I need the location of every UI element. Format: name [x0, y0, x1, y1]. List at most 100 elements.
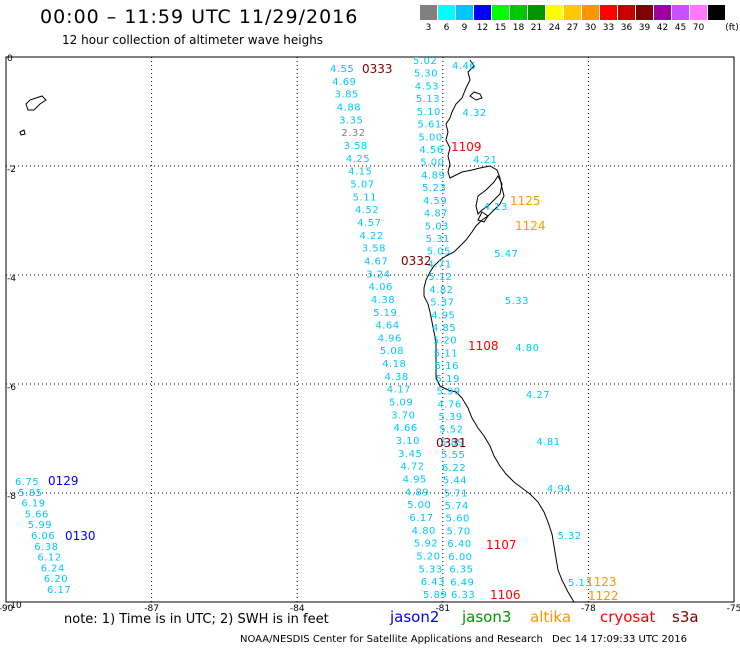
wave-height-value: 4.76 — [437, 399, 461, 410]
wave-height-value: 4.69 — [332, 77, 356, 88]
legend-swatch — [456, 5, 473, 20]
wave-height-value: 4.06 — [369, 282, 393, 293]
wave-height-value: 4.66 — [394, 423, 418, 434]
legend-swatch — [528, 5, 545, 20]
wave-height-value: 4.32 — [463, 108, 487, 119]
wave-height-value: 5.30 — [414, 69, 438, 80]
y-tick-label: -6 — [7, 383, 16, 393]
pass-time-label: 0130 — [65, 529, 96, 543]
wave-height-value: 3.85 — [335, 90, 359, 101]
wave-height-value: 4.82 — [429, 285, 453, 296]
pass-time-label: 1123 — [586, 575, 617, 589]
wave-height-value: 4.17 — [387, 385, 411, 396]
legend-label: 45 — [674, 23, 687, 33]
wave-height-value: 3.58 — [344, 141, 368, 152]
wave-height-value: 4.56 — [419, 145, 443, 156]
legend-swatch — [672, 5, 689, 20]
wave-height-value: 6.17 — [409, 513, 433, 524]
wave-height-value: 5.31 — [426, 234, 450, 245]
wave-height-value: 6.75 — [15, 477, 39, 488]
wave-height-value: 4.53 — [415, 81, 439, 92]
pass-time-label: 1124 — [515, 219, 546, 233]
legend-swatch — [420, 5, 437, 20]
wave-height-value: 6.43 — [421, 577, 445, 588]
map-frame — [5, 56, 735, 603]
wave-height-value: 5.33 — [418, 564, 442, 575]
wave-height-value: 6.35 — [449, 565, 473, 576]
wave-height-value: 5.09 — [389, 398, 413, 409]
legend-label: 70 — [692, 23, 705, 33]
legend-swatch — [510, 5, 527, 20]
legend-swatch — [636, 5, 653, 20]
wave-height-value: 5.07 — [350, 179, 374, 190]
wave-height-value: 5.08 — [380, 346, 404, 357]
x-tick-label: -78 — [581, 604, 596, 614]
altimeter-tracks: 4.55 4.69 3.854.88 3.35 2.32 3.58 4.25 4.155.07… — [15, 56, 592, 601]
legend-label: 21 — [530, 23, 543, 33]
wave-height-value: 4.72 — [400, 462, 424, 473]
wave-height-value: 6.20 — [44, 574, 68, 585]
wave-height-value: 4.22 — [359, 231, 383, 242]
pass-time-label: 1108 — [468, 339, 499, 353]
coastline-gulf — [469, 91, 503, 223]
legend-label: 27 — [566, 23, 579, 33]
legend-label: 24 — [548, 23, 561, 33]
wave-height-value: 4.85 — [432, 323, 456, 334]
wave-height-value: 5.47 — [494, 249, 518, 260]
wave-height-value: 3.70 — [391, 410, 415, 421]
wave-height-value: 6.49 — [450, 577, 474, 588]
page-title: 00:00 – 11:59 UTC 11/29/2016 — [40, 6, 359, 28]
wave-height-value: 4.38 — [371, 295, 395, 306]
wave-height-value: 4.87 — [424, 209, 448, 220]
wave-height-value: 5.99 — [437, 387, 461, 398]
wave-height-value: 4.46 — [452, 61, 476, 72]
page-subtitle: 12 hour collection of altimeter wave hei… — [62, 33, 324, 47]
x-tick-label: -81 — [435, 604, 450, 614]
legend-swatch — [690, 5, 707, 20]
wave-height-value: 4.38 — [384, 372, 408, 383]
legend-swatch — [582, 5, 599, 20]
wave-height-value: 5.89 — [440, 437, 464, 448]
wave-height-value: 6.24 — [41, 563, 65, 574]
wave-height-value: 6.19 — [21, 499, 45, 510]
wave-height-value: 5.33 — [505, 296, 529, 307]
legend-label: 12 — [476, 23, 489, 33]
galapagos-islet — [19, 129, 26, 136]
pass-time-label: 0332 — [401, 254, 432, 268]
wave-height-value: 5.03 — [425, 221, 449, 232]
wave-height-value: 5.13 — [416, 94, 440, 105]
wave-height-value: 4.18 — [382, 359, 406, 370]
pass-time-label: 1106 — [490, 588, 521, 602]
coastline-south-america — [423, 59, 575, 603]
y-tick-label: -2 — [7, 165, 16, 175]
wave-height-value: 5.19 — [436, 374, 460, 385]
wave-height-value: 4.95 — [431, 310, 455, 321]
wave-height-value: 4.15 — [348, 167, 372, 178]
wave-height-value: 5.02 — [413, 56, 437, 67]
wave-height-value: 6.12 — [37, 553, 61, 564]
legend-label: 18 — [512, 23, 525, 33]
wave-height-value: 4.95 — [403, 475, 427, 486]
wave-height-value: 5.44 — [443, 476, 467, 487]
wave-height-value: 4.89 — [405, 487, 429, 498]
pass-time-label: 1107 — [486, 538, 517, 552]
legend-swatch — [600, 5, 617, 20]
map-gridlines — [6, 57, 734, 602]
wave-height-value: 3.24 — [366, 269, 390, 280]
y-tick-label: -10 — [7, 601, 22, 611]
wave-height-value: 6.22 — [442, 463, 466, 474]
wave-height-value: 5.89 — [423, 590, 447, 601]
wave-height-value: 4.88 — [337, 102, 361, 113]
wave-height-value: 4.71 — [427, 259, 451, 270]
wave-height-value: 4.89 — [421, 170, 445, 181]
wave-height-value: 5.85 — [18, 488, 42, 499]
y-tick-label: -4 — [7, 274, 16, 284]
footer-timestamp: Dec 14 17:09:33 UTC 2016 — [552, 634, 687, 645]
x-tick-label: -90 — [0, 604, 14, 614]
wave-height-value: 4.80 — [412, 526, 436, 537]
satellite-name: s3a — [672, 608, 699, 626]
wave-height-value: 6.00 — [448, 552, 472, 563]
galapagos-island — [25, 95, 47, 111]
wave-height-value: 5.70 — [446, 526, 470, 537]
legend-swatch — [618, 5, 635, 20]
